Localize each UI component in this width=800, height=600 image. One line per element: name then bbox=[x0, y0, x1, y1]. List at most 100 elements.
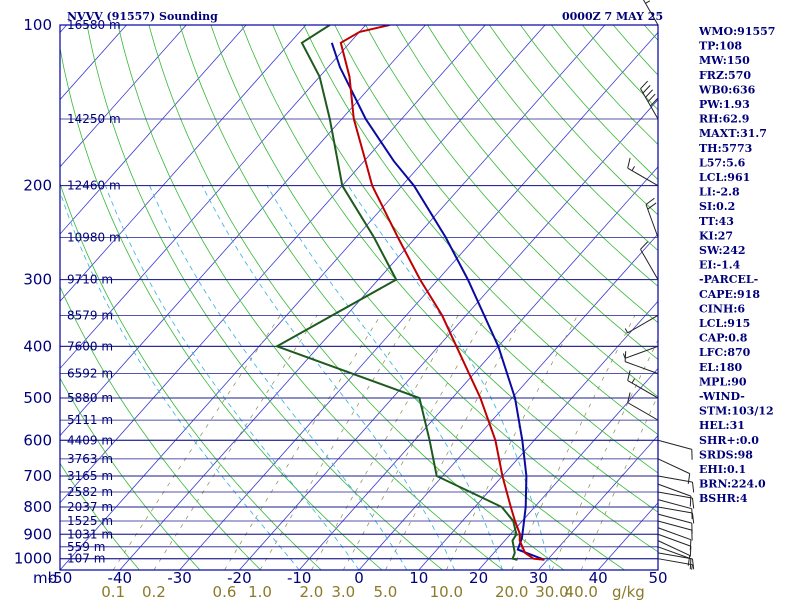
mixing-ratio-tick-label: 0.6 bbox=[213, 583, 237, 600]
dry-adiabat-line bbox=[396, 25, 658, 324]
isotherm-line bbox=[358, 233, 658, 570]
height-label: 6592 m bbox=[67, 367, 113, 381]
index-entry: TH:5773 bbox=[699, 142, 752, 155]
wind-barb bbox=[640, 241, 659, 280]
index-entry: CAPE:918 bbox=[699, 288, 760, 301]
wind-barb bbox=[657, 520, 693, 541]
dry-adiabat-line bbox=[60, 285, 261, 570]
isotherm-line bbox=[538, 435, 658, 570]
height-label: 1525 m bbox=[67, 514, 113, 528]
isotherm-line bbox=[60, 25, 307, 302]
height-label: 12460 m bbox=[67, 179, 121, 193]
gkg-label: g/kg bbox=[612, 583, 645, 600]
wind-barb bbox=[657, 540, 691, 566]
index-entry: -WIND- bbox=[699, 390, 745, 403]
temperature-tick-label: 0 bbox=[354, 569, 364, 587]
index-entry: MAXT:31.7 bbox=[699, 127, 767, 140]
dry-adiabat-line bbox=[60, 182, 322, 570]
temperature-tick-label: -50 bbox=[48, 569, 73, 587]
index-entry: BSHR:4 bbox=[699, 492, 748, 505]
moist-adiabat-line bbox=[60, 190, 300, 570]
wind-barb bbox=[657, 513, 693, 534]
mixing-ratio-tick-label: 0.2 bbox=[142, 583, 166, 600]
dewpoint-trace bbox=[274, 25, 518, 561]
sounding-traces bbox=[274, 25, 545, 561]
height-label: 3763 m bbox=[67, 452, 113, 466]
wind-barb bbox=[657, 491, 695, 509]
index-entry: SRDS:98 bbox=[699, 448, 753, 461]
pressure-tick-label: 600 bbox=[23, 431, 52, 449]
index-entry: EHI:0.1 bbox=[699, 463, 746, 476]
dry-adiabat-line bbox=[272, 25, 658, 474]
wind-barb bbox=[657, 558, 693, 570]
height-label: 3165 m bbox=[67, 469, 113, 483]
dry-adiabat-line bbox=[334, 25, 658, 398]
wind-barb bbox=[640, 80, 659, 120]
wind-barb bbox=[657, 458, 691, 485]
wind-barb bbox=[622, 345, 659, 359]
wind-barb bbox=[657, 506, 695, 524]
pressure-tick-label: 400 bbox=[23, 337, 52, 355]
height-label: 16580 m bbox=[67, 18, 121, 32]
station-title: NVVV (91557) Sounding bbox=[67, 10, 218, 23]
pressure-tick-label: 500 bbox=[23, 389, 52, 407]
index-entry: EI:-1.4 bbox=[699, 259, 741, 272]
mixing-ratio-line bbox=[224, 315, 381, 570]
mixing-ratio-line bbox=[385, 315, 525, 570]
isotherm-line bbox=[60, 25, 247, 235]
pressure-tick-label: 100 bbox=[23, 16, 52, 34]
mixing-ratio-tick-label: 3.0 bbox=[331, 583, 355, 600]
height-label: 2582 m bbox=[67, 485, 113, 499]
index-entry: LCL:961 bbox=[699, 171, 750, 184]
wind-barb bbox=[645, 197, 659, 238]
dry-adiabat-line bbox=[427, 25, 658, 287]
dry-adiabat-line bbox=[210, 25, 658, 553]
wind-barb bbox=[657, 499, 693, 520]
pressure-tick-label: 300 bbox=[23, 271, 52, 289]
index-entry: LCL:915 bbox=[699, 317, 750, 330]
isotherm-line bbox=[60, 25, 187, 168]
moist-adiabat-lines bbox=[60, 185, 551, 570]
index-entry: HEL:31 bbox=[699, 419, 745, 432]
moist-adiabat-line bbox=[201, 185, 456, 570]
isotherm-line bbox=[478, 367, 658, 570]
isotherm-line bbox=[60, 25, 366, 370]
index-entry: -PARCEL- bbox=[699, 273, 758, 286]
height-label: 559 m bbox=[67, 540, 105, 554]
index-entry: STM:103/12 bbox=[699, 405, 774, 418]
index-entry: WMO:91557 bbox=[698, 25, 775, 38]
temperature-tick-label: -10 bbox=[287, 569, 312, 587]
isotherm-line bbox=[60, 25, 546, 570]
temperature-tick-label: 40 bbox=[589, 569, 608, 587]
temperature-tick-label: 50 bbox=[648, 569, 667, 587]
plot-frame bbox=[59, 24, 659, 571]
isobar-lines bbox=[60, 24, 658, 560]
index-entry: TP:108 bbox=[699, 40, 742, 53]
isotherm-line bbox=[60, 25, 67, 34]
index-entry: TT:43 bbox=[699, 215, 734, 228]
temperature-tick-label: 30 bbox=[529, 569, 548, 587]
mixing-ratio-line bbox=[311, 315, 459, 570]
index-entry: LI:-2.8 bbox=[699, 186, 740, 199]
dry-adiabat-line bbox=[241, 25, 658, 513]
dry-adiabat-line bbox=[458, 25, 658, 251]
wind-barb bbox=[627, 392, 659, 421]
height-label: 9710 m bbox=[67, 273, 113, 287]
parcel-trace bbox=[330, 42, 545, 561]
mixing-ratio-tick-label: 10.0 bbox=[430, 583, 463, 600]
index-entry: SW:242 bbox=[699, 244, 746, 257]
isotherm-line bbox=[239, 99, 658, 570]
dry-adiabat-line bbox=[365, 25, 658, 360]
temperature-trace bbox=[339, 25, 545, 561]
dry-adiabat-line bbox=[117, 25, 504, 570]
wind-barb bbox=[624, 351, 659, 375]
temperature-tick-label: 10 bbox=[409, 569, 428, 587]
index-entry: FRZ:570 bbox=[699, 69, 751, 82]
wind-barb bbox=[657, 527, 692, 551]
index-entry: PW:1.93 bbox=[699, 98, 750, 111]
pressure-tick-label: 900 bbox=[23, 525, 52, 543]
wind-barb bbox=[627, 157, 659, 187]
height-label: 1031 m bbox=[67, 527, 113, 541]
wind-barb bbox=[642, 0, 659, 26]
